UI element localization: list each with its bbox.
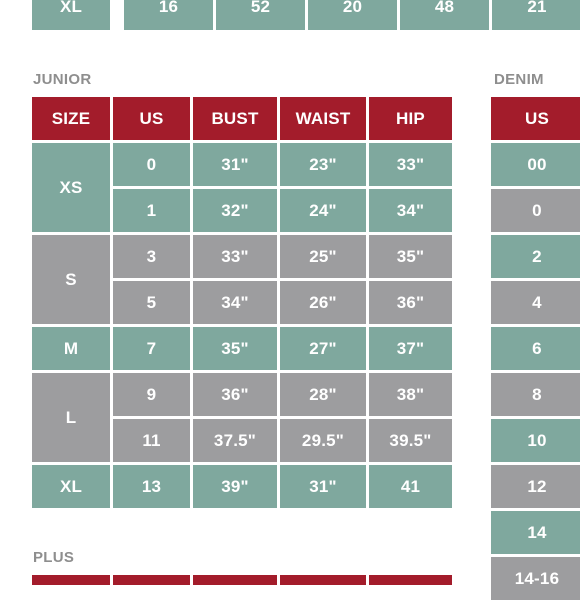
plus-header-cell <box>280 575 366 585</box>
junior-waist-cell: 24" <box>280 189 366 232</box>
junior-us-cell: 7 <box>113 327 190 370</box>
top-bust-cell: 52 <box>216 0 305 30</box>
junior-us-cell: 0 <box>113 143 190 186</box>
top-us-cell: 16 <box>124 0 213 30</box>
junior-waist-cell: 27" <box>280 327 366 370</box>
denim-label: DENIM <box>494 71 544 88</box>
top-waist-cell: 20 <box>308 0 397 30</box>
junior-hip-cell: 38" <box>369 373 452 416</box>
junior-bust-cell: 34" <box>193 281 277 324</box>
junior-bust-cell: 39" <box>193 465 277 508</box>
junior-hip-cell: 37" <box>369 327 452 370</box>
junior-hip-cell: 39.5" <box>369 419 452 462</box>
junior-waist-cell: 31" <box>280 465 366 508</box>
size-cell-m: M <box>32 327 110 370</box>
plus-header-cell <box>369 575 452 585</box>
header-us: US <box>113 97 190 140</box>
junior-hip-cell: 41 <box>369 465 452 508</box>
junior-waist-cell: 26" <box>280 281 366 324</box>
denim-cell: 14 <box>491 511 580 554</box>
plus-label: PLUS <box>33 549 75 566</box>
junior-us-cell: 3 <box>113 235 190 278</box>
plus-header-cell <box>193 575 277 585</box>
size-cell-l: L <box>32 373 110 462</box>
denim-cell: 0 <box>491 189 580 232</box>
junior-us-cell: 9 <box>113 373 190 416</box>
junior-waist-cell: 29.5" <box>280 419 366 462</box>
header-size: SIZE <box>32 97 110 140</box>
junior-hip-cell: 36" <box>369 281 452 324</box>
denim-cell: 14-16 <box>491 557 580 600</box>
junior-hip-cell: 34" <box>369 189 452 232</box>
junior-waist-cell: 28" <box>280 373 366 416</box>
junior-hip-cell: 33" <box>369 143 452 186</box>
junior-waist-cell: 25" <box>280 235 366 278</box>
denim-cell: 8 <box>491 373 580 416</box>
size-cell-xl: XL <box>32 465 110 508</box>
header-bust: BUST <box>193 97 277 140</box>
denim-header-us: US <box>491 97 580 140</box>
denim-cell: 6 <box>491 327 580 370</box>
header-waist: WAIST <box>280 97 366 140</box>
junior-bust-cell: 36" <box>193 373 277 416</box>
junior-us-cell: 11 <box>113 419 190 462</box>
junior-us-cell: 1 <box>113 189 190 232</box>
plus-header-cell <box>32 575 110 585</box>
top-hip-cell: 48 <box>400 0 489 30</box>
denim-cell: 12 <box>491 465 580 508</box>
junior-bust-cell: 35" <box>193 327 277 370</box>
top-denim-cell: 21 <box>492 0 580 30</box>
junior-bust-cell: 33" <box>193 235 277 278</box>
junior-bust-cell: 37.5" <box>193 419 277 462</box>
junior-bust-cell: 31" <box>193 143 277 186</box>
top-size-cell: XL <box>32 0 110 30</box>
junior-bust-cell: 32" <box>193 189 277 232</box>
junior-us-cell: 13 <box>113 465 190 508</box>
denim-cell: 00 <box>491 143 580 186</box>
junior-label: JUNIOR <box>33 71 92 88</box>
junior-hip-cell: 35" <box>369 235 452 278</box>
junior-waist-cell: 23" <box>280 143 366 186</box>
header-hip: HIP <box>369 97 452 140</box>
plus-header-cell <box>113 575 190 585</box>
junior-us-cell: 5 <box>113 281 190 324</box>
size-cell-s: S <box>32 235 110 324</box>
denim-cell: 4 <box>491 281 580 324</box>
denim-cell: 2 <box>491 235 580 278</box>
denim-cell: 10 <box>491 419 580 462</box>
size-cell-xs: XS <box>32 143 110 232</box>
